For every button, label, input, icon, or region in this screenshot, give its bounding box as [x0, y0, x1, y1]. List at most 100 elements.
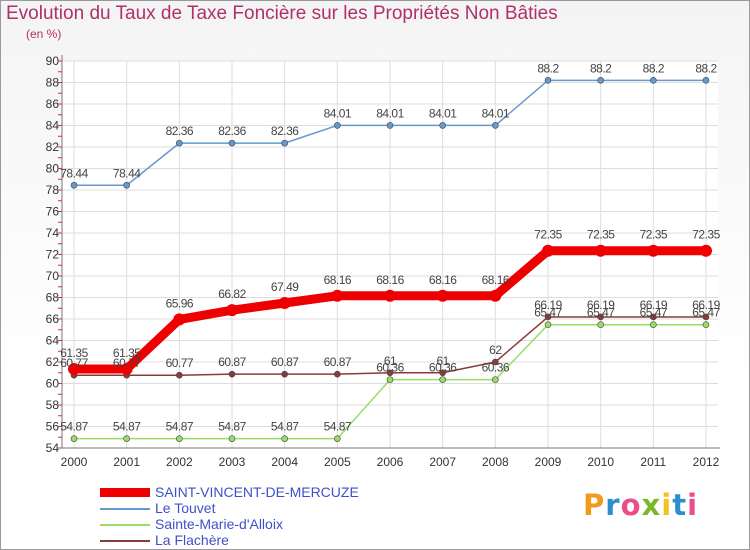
y-tick-label: 90 — [46, 54, 60, 68]
data-point — [334, 435, 341, 442]
data-point — [278, 296, 291, 309]
data-point — [647, 244, 660, 257]
legend-item-sainte-marie: Sainte-Marie-d'Alloix — [100, 516, 420, 533]
data-label: 72.35 — [534, 228, 562, 242]
data-point — [439, 122, 446, 129]
data-label: 54.87 — [113, 420, 141, 434]
data-label: 88.2 — [643, 61, 665, 75]
data-label: 61.35 — [113, 346, 141, 360]
y-tick-label: 64 — [46, 334, 60, 348]
data-label: 68.16 — [376, 273, 404, 287]
data-label: 66.19 — [692, 298, 720, 312]
legend-label: La Flachère — [155, 532, 229, 548]
data-point — [226, 304, 238, 317]
data-point — [489, 289, 502, 302]
data-label: 65.47 — [534, 306, 562, 320]
y-tick-label: 54 — [46, 441, 60, 455]
data-point — [386, 376, 394, 383]
data-point — [492, 376, 499, 383]
data-label: 62 — [489, 343, 502, 357]
data-label: 66.19 — [640, 298, 668, 312]
data-label: 60.87 — [271, 355, 299, 369]
line-chart: 54 56 58 60 62 64 66 68 70 72 74 76 78 80 82 84 86 88 90 20… — [46, 54, 721, 469]
data-label: 54.87 — [324, 420, 352, 434]
data-point — [386, 122, 394, 129]
logo-letter: i — [687, 488, 699, 522]
data-label: 54.87 — [166, 420, 194, 434]
data-label: 65.47 — [692, 306, 720, 320]
data-label: 84.01 — [429, 106, 457, 120]
data-label: 60.87 — [218, 355, 246, 369]
data-point — [650, 77, 657, 84]
data-point — [597, 321, 604, 328]
data-point — [70, 435, 78, 442]
y-tick-label: 70 — [46, 269, 60, 283]
y-tick-label: 76 — [46, 205, 60, 219]
data-label: 72.35 — [640, 228, 668, 242]
data-point — [544, 77, 552, 84]
data-label: 65.47 — [640, 306, 668, 320]
x-tick-label: 2011 — [640, 455, 666, 469]
x-tick-label: 2002 — [166, 455, 193, 469]
data-point — [492, 358, 499, 366]
unit-label: (en %) — [26, 27, 62, 41]
data-label: 72.35 — [692, 228, 720, 242]
data-label: 84.01 — [324, 106, 352, 120]
data-label: 61 — [384, 354, 397, 368]
legend: SAINT-VINCENT-DE-MERCUZE Le Touvet Saint… — [100, 484, 420, 549]
data-label: 88.2 — [695, 61, 717, 75]
data-label: 60.36 — [429, 361, 457, 375]
data-label: 60.77 — [166, 356, 194, 370]
data-point — [439, 376, 446, 383]
data-point — [281, 370, 288, 378]
data-point — [228, 139, 236, 147]
data-label: 78.44 — [113, 166, 141, 180]
legend-item-le-touvet: Le Touvet — [100, 500, 420, 517]
data-point — [544, 313, 552, 321]
legend-item-la-flachere: La Flachère — [100, 532, 420, 549]
data-label: 60.36 — [482, 361, 510, 375]
data-label: 72.35 — [587, 228, 615, 242]
data-point — [331, 289, 344, 302]
data-point — [70, 181, 78, 189]
data-label: 66.19 — [587, 298, 615, 312]
data-label: 67.49 — [271, 280, 299, 294]
data-point — [702, 77, 710, 84]
data-point — [386, 369, 394, 377]
chart-title: Evolution du Taux de Taxe Foncière sur l… — [6, 3, 558, 24]
data-point — [436, 289, 449, 302]
data-point — [68, 362, 80, 375]
data-label: 61 — [436, 354, 449, 368]
x-tick-label: 2010 — [587, 455, 614, 469]
data-label: 68.16 — [482, 273, 510, 287]
y-tick-label: 62 — [46, 355, 60, 369]
data-point — [384, 289, 396, 302]
x-tick-label: 2005 — [324, 455, 351, 469]
data-point — [650, 313, 657, 321]
data-label: 88.2 — [537, 61, 559, 75]
data-point — [176, 435, 183, 442]
y-tick-label: 74 — [46, 226, 60, 240]
y-tick-label: 82 — [46, 140, 60, 154]
data-label: 84.01 — [376, 106, 404, 120]
data-label: 54.87 — [271, 420, 299, 434]
proxiti-logo: Proxiti — [583, 488, 698, 522]
data-point — [281, 139, 288, 147]
legend-label: SAINT-VINCENT-DE-MERCUZE — [155, 484, 359, 500]
data-point — [650, 321, 657, 328]
y-tick-label: 56 — [46, 420, 60, 434]
y-tick-label: 84 — [46, 119, 60, 133]
y-tick-label: 68 — [46, 291, 60, 305]
data-point — [702, 313, 710, 321]
data-point — [700, 244, 712, 257]
legend-label: Sainte-Marie-d'Alloix — [155, 516, 283, 532]
data-point — [334, 370, 341, 378]
data-point — [123, 181, 130, 189]
y-tick-label: 78 — [46, 183, 60, 197]
data-label: 82.36 — [166, 124, 194, 138]
data-label: 82.36 — [218, 124, 246, 138]
data-point — [702, 321, 710, 328]
data-label: 60.77 — [60, 356, 88, 370]
data-label: 78.44 — [60, 166, 88, 180]
logo-letter: t — [672, 488, 688, 522]
